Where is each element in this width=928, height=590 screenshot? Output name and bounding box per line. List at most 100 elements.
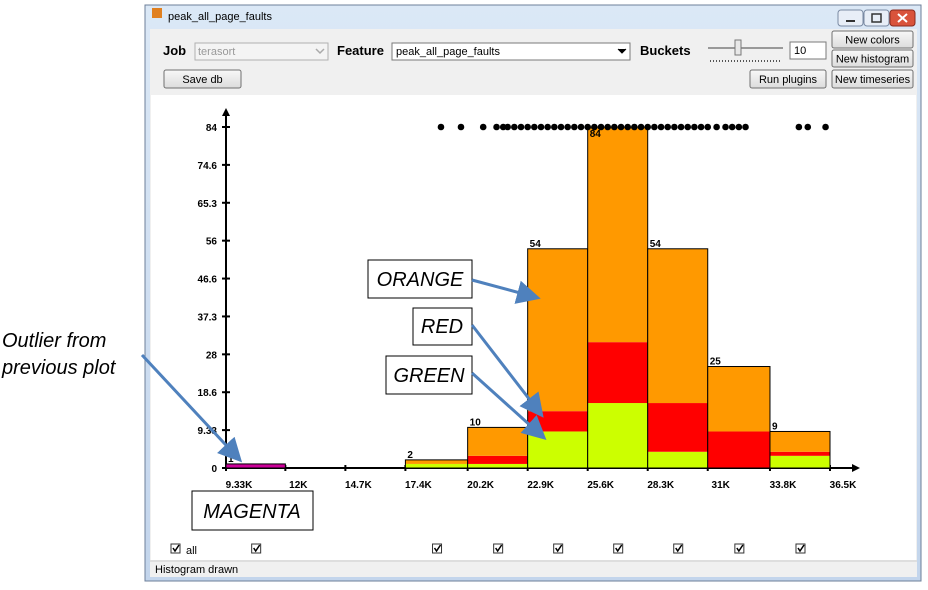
button-label: Run plugins xyxy=(759,74,818,86)
bar-segment xyxy=(707,366,770,432)
bar-segment xyxy=(587,342,648,404)
checkbox[interactable] xyxy=(553,543,564,554)
data-point xyxy=(524,123,531,131)
checkbox[interactable] xyxy=(432,543,443,554)
bar-segment xyxy=(707,431,770,468)
buckets-input[interactable] xyxy=(789,41,827,60)
data-point xyxy=(684,123,692,131)
checkmark xyxy=(253,544,261,553)
data-point xyxy=(822,123,829,131)
feature-label: Feature xyxy=(337,43,384,58)
y-tick-label: 37.3 xyxy=(198,312,218,323)
data-point xyxy=(511,123,518,131)
maximize-button[interactable] xyxy=(863,9,890,27)
bar-segment xyxy=(527,411,588,432)
button-label: Save db xyxy=(182,74,222,86)
data-point xyxy=(691,123,698,131)
button[interactable] xyxy=(831,30,914,49)
checkmark xyxy=(495,544,503,553)
data-point xyxy=(517,123,525,131)
data-point xyxy=(437,123,445,131)
callout-box xyxy=(385,355,473,395)
bar-outline xyxy=(647,248,709,469)
bar-segment xyxy=(769,451,830,456)
data-point xyxy=(651,123,658,131)
callout-box xyxy=(412,307,473,346)
bar-segment xyxy=(527,431,588,468)
checkbox[interactable] xyxy=(613,543,624,554)
data-point xyxy=(597,123,605,131)
y-tick-label: 0 xyxy=(211,464,217,475)
job-combo[interactable] xyxy=(194,42,329,61)
data-point xyxy=(722,123,729,131)
checkbox[interactable] xyxy=(493,543,504,554)
data-point xyxy=(493,123,500,131)
callout-green: GREEN xyxy=(393,365,465,387)
bar-count-label: 54 xyxy=(530,239,542,250)
x-tick-label: 25.6K xyxy=(587,480,614,491)
x-tick-label: 9.33K xyxy=(226,480,253,491)
data-point xyxy=(457,123,465,131)
callout-box xyxy=(367,259,473,299)
checkbox[interactable] xyxy=(673,543,684,554)
checkbox[interactable] xyxy=(251,543,262,554)
y-tick-label: 9.33 xyxy=(198,426,218,437)
x-tick-label: 28.3K xyxy=(647,480,674,491)
arrow xyxy=(470,324,544,418)
y-tick-label: 74.6 xyxy=(198,161,218,172)
button[interactable] xyxy=(831,49,914,68)
callout-red: RED xyxy=(421,316,463,338)
checkbox[interactable] xyxy=(795,543,806,554)
data-point xyxy=(551,123,558,131)
button[interactable] xyxy=(163,69,242,89)
job-value: terasort xyxy=(198,46,235,58)
bar-segment xyxy=(769,455,830,468)
data-point xyxy=(644,123,652,131)
button-label: New histogram xyxy=(836,54,909,66)
data-point xyxy=(704,123,712,131)
bar-outline xyxy=(769,430,831,469)
bar-segment xyxy=(226,463,286,468)
x-axis-arrow xyxy=(852,464,860,472)
data-point xyxy=(544,123,551,131)
feature-combo[interactable] xyxy=(391,42,631,61)
checkbox[interactable] xyxy=(734,543,745,554)
bar-segment xyxy=(467,455,528,464)
window-title: peak_all_page_faults xyxy=(168,11,272,23)
data-point xyxy=(504,123,511,131)
button-label: New colors xyxy=(845,35,900,47)
checkbox[interactable] xyxy=(170,543,181,554)
annotations: Outlier from previous plot ORANGE RED GR… xyxy=(1,259,547,531)
x-tick-label: 33.8K xyxy=(770,480,797,491)
data-point xyxy=(537,123,545,131)
data-point xyxy=(624,123,632,131)
x-tick-label: 17.4K xyxy=(405,480,432,491)
x-tick-label: 14.7K xyxy=(345,480,372,491)
data-point xyxy=(617,123,625,131)
y-tick-label: 56 xyxy=(206,237,218,248)
checkmark xyxy=(433,544,442,553)
bar-segment xyxy=(527,248,588,412)
job-label: Job xyxy=(163,43,186,58)
minimize-button[interactable] xyxy=(837,9,864,27)
callout-box xyxy=(191,490,314,531)
bar-count-label: 25 xyxy=(710,357,722,368)
x-tick-label: 31K xyxy=(712,480,731,491)
bar-segment xyxy=(467,427,528,456)
checkmark xyxy=(555,544,563,553)
data-point xyxy=(742,123,749,131)
bar-segment xyxy=(405,459,468,464)
checkmark xyxy=(736,544,744,553)
data-point xyxy=(591,123,598,131)
status-text: Histogram drawn xyxy=(155,564,238,576)
buckets-slider[interactable] xyxy=(708,39,783,62)
bar-segment xyxy=(769,431,830,452)
button[interactable] xyxy=(749,69,827,89)
bar-count-label: 2 xyxy=(407,450,413,461)
data-point xyxy=(604,123,611,131)
button[interactable] xyxy=(831,69,914,89)
checkmark xyxy=(172,544,180,553)
data-point xyxy=(697,123,705,131)
data-point xyxy=(571,123,578,131)
